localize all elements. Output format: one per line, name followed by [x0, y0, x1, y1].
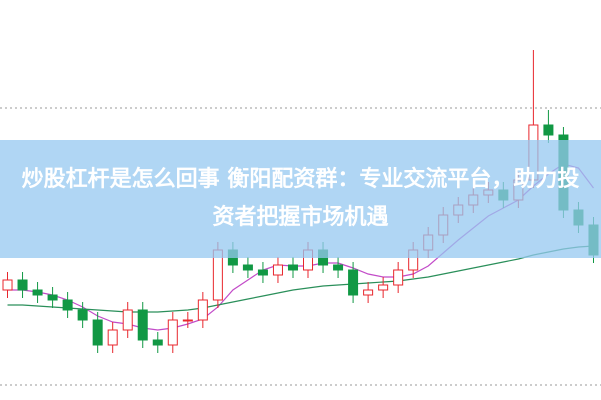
candle-body: [2, 279, 13, 291]
candle-body: [257, 269, 268, 276]
candle-body: [167, 319, 178, 346]
title: 炒股杠杆是怎么回事 衡阳配资群：专业交流平台，助力投资者把握市场机遇: [21, 167, 580, 230]
candle-body: [242, 264, 253, 271]
candle-body: [122, 309, 133, 331]
candle-body: [363, 289, 374, 296]
candle-body: [152, 339, 163, 346]
candle-body: [348, 269, 359, 296]
candle-body: [107, 329, 118, 346]
moving-average: [7, 245, 594, 313]
candle-body: [92, 319, 103, 346]
candle-body: [378, 284, 389, 291]
candle-body: [32, 289, 43, 296]
candle-body: [197, 299, 208, 321]
candle-body: [182, 319, 193, 322]
candle-body: [272, 264, 283, 276]
candle-body: [47, 294, 58, 301]
title-banner: 炒股杠杆是怎么回事 衡阳配资群：专业交流平台，助力投资者把握市场机遇: [0, 140, 601, 258]
candle-body: [77, 309, 88, 321]
candle-body: [333, 264, 344, 271]
candle-body: [62, 299, 73, 311]
candle-body: [543, 124, 554, 136]
candle-body: [393, 269, 404, 286]
candle-body: [287, 264, 298, 271]
candle-body: [137, 309, 148, 341]
candle-body: [17, 279, 28, 291]
